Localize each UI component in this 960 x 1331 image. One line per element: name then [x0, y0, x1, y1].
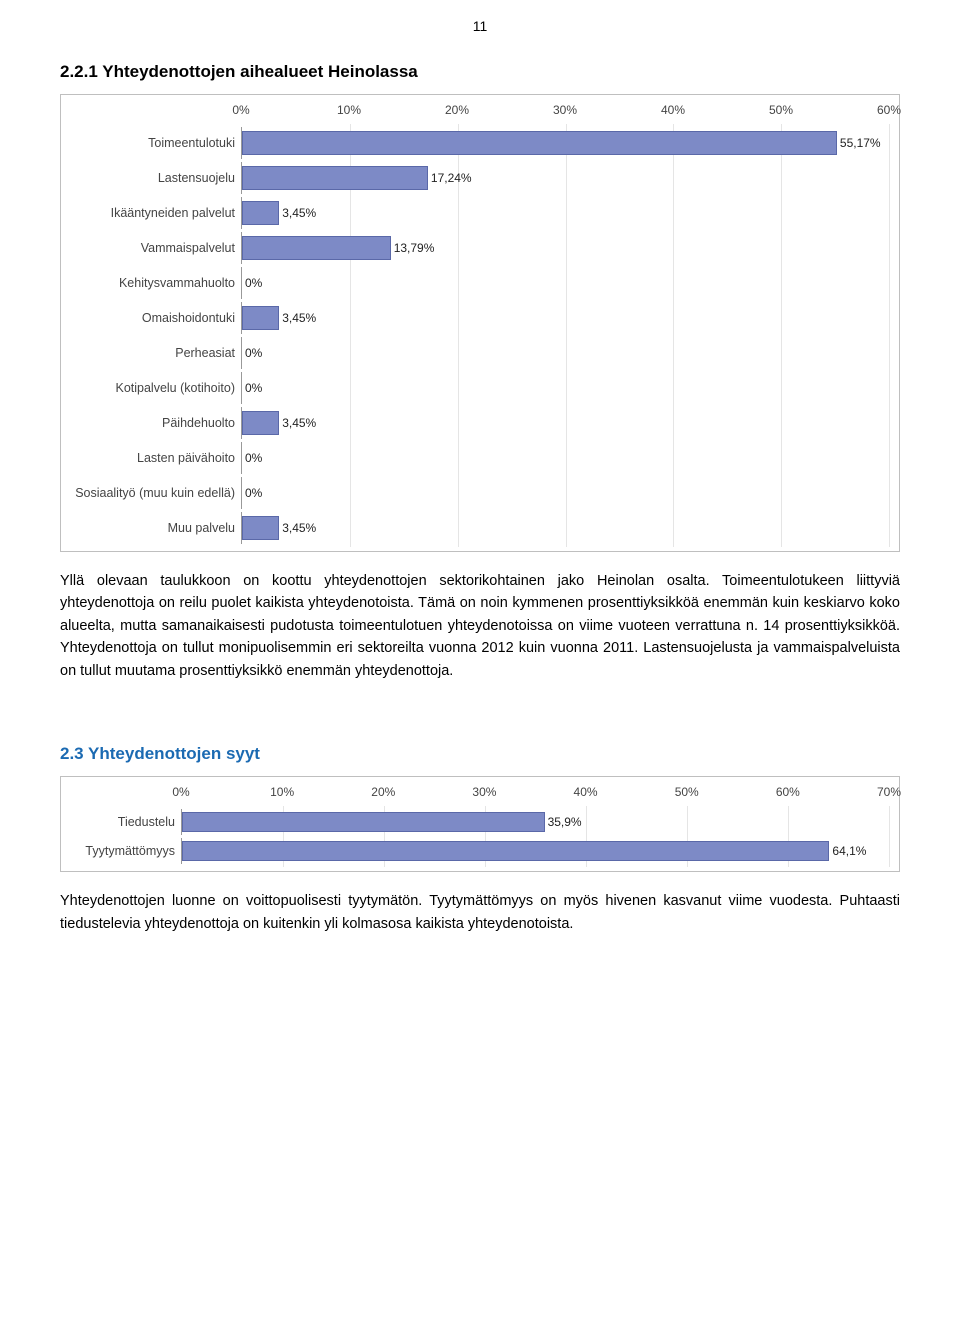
value-label: 13,79%: [394, 241, 435, 255]
value-label: 17,24%: [431, 171, 472, 185]
axis-tick: 0%: [232, 103, 249, 117]
bar: [242, 201, 279, 225]
value-label: 0%: [245, 276, 262, 290]
paragraph-1: Yllä olevaan taulukkoon on koottu yhteyd…: [0, 570, 960, 682]
axis-tick: 60%: [877, 103, 901, 117]
axis-tick: 40%: [574, 785, 598, 799]
value-label: 3,45%: [282, 416, 316, 430]
value-label: 3,45%: [282, 311, 316, 325]
category-label: Toimeentulotuki: [71, 136, 241, 150]
axis-tick: 50%: [675, 785, 699, 799]
chart-1: 0% 10% 20% 30% 40% 50% 60% Toimeentulotuki 55,17…: [60, 94, 900, 552]
category-label: Kotipalvelu (kotihoito): [71, 381, 241, 395]
axis-tick: 50%: [769, 103, 793, 117]
bar: [242, 516, 279, 540]
bar: [242, 411, 279, 435]
category-label: Päihdehuolto: [71, 416, 241, 430]
heading-2: 2.3 Yhteydenottojen syyt: [0, 734, 960, 776]
bar: [182, 841, 829, 861]
category-label: Lastensuojelu: [71, 171, 241, 185]
value-label: 3,45%: [282, 206, 316, 220]
chart-2: 0% 10% 20% 30% 40% 50% 60% 70% Tiedustelu 35,9% Ty…: [60, 776, 900, 872]
bar: [182, 812, 545, 832]
category-label: Omaishoidontuki: [71, 311, 241, 325]
category-label: Muu palvelu: [71, 521, 241, 535]
bar: [242, 306, 279, 330]
value-label: 0%: [245, 451, 262, 465]
value-label: 0%: [245, 381, 262, 395]
value-label: 0%: [245, 486, 262, 500]
axis-tick: 40%: [661, 103, 685, 117]
category-label: Sosiaalityö (muu kuin edellä): [71, 486, 241, 500]
axis-tick: 0%: [172, 785, 189, 799]
axis-tick: 10%: [337, 103, 361, 117]
category-label: Perheasiat: [71, 346, 241, 360]
category-label: Kehitysvammahuolto: [71, 276, 241, 290]
value-label: 35,9%: [548, 815, 582, 829]
value-label: 3,45%: [282, 521, 316, 535]
bar: [242, 131, 837, 155]
axis-tick: 30%: [553, 103, 577, 117]
category-label: Lasten päivähoito: [71, 451, 241, 465]
axis-tick: 10%: [270, 785, 294, 799]
bar: [242, 236, 391, 260]
category-label: Ikääntyneiden palvelut: [71, 206, 241, 220]
bar: [242, 166, 428, 190]
value-label: 64,1%: [832, 844, 866, 858]
axis-tick: 30%: [472, 785, 496, 799]
category-label: Tyytymättömyys: [71, 844, 181, 858]
value-label: 55,17%: [840, 136, 881, 150]
axis-tick: 20%: [371, 785, 395, 799]
paragraph-2: Yhteydenottojen luonne on voittopuolises…: [0, 890, 960, 935]
page-number: 11: [0, 0, 960, 52]
category-label: Vammaispalvelut: [71, 241, 241, 255]
value-label: 0%: [245, 346, 262, 360]
axis-tick: 70%: [877, 785, 901, 799]
heading-1: 2.2.1 Yhteydenottojen aihealueet Heinola…: [0, 52, 960, 94]
axis-tick: 20%: [445, 103, 469, 117]
axis-tick: 60%: [776, 785, 800, 799]
category-label: Tiedustelu: [71, 815, 181, 829]
